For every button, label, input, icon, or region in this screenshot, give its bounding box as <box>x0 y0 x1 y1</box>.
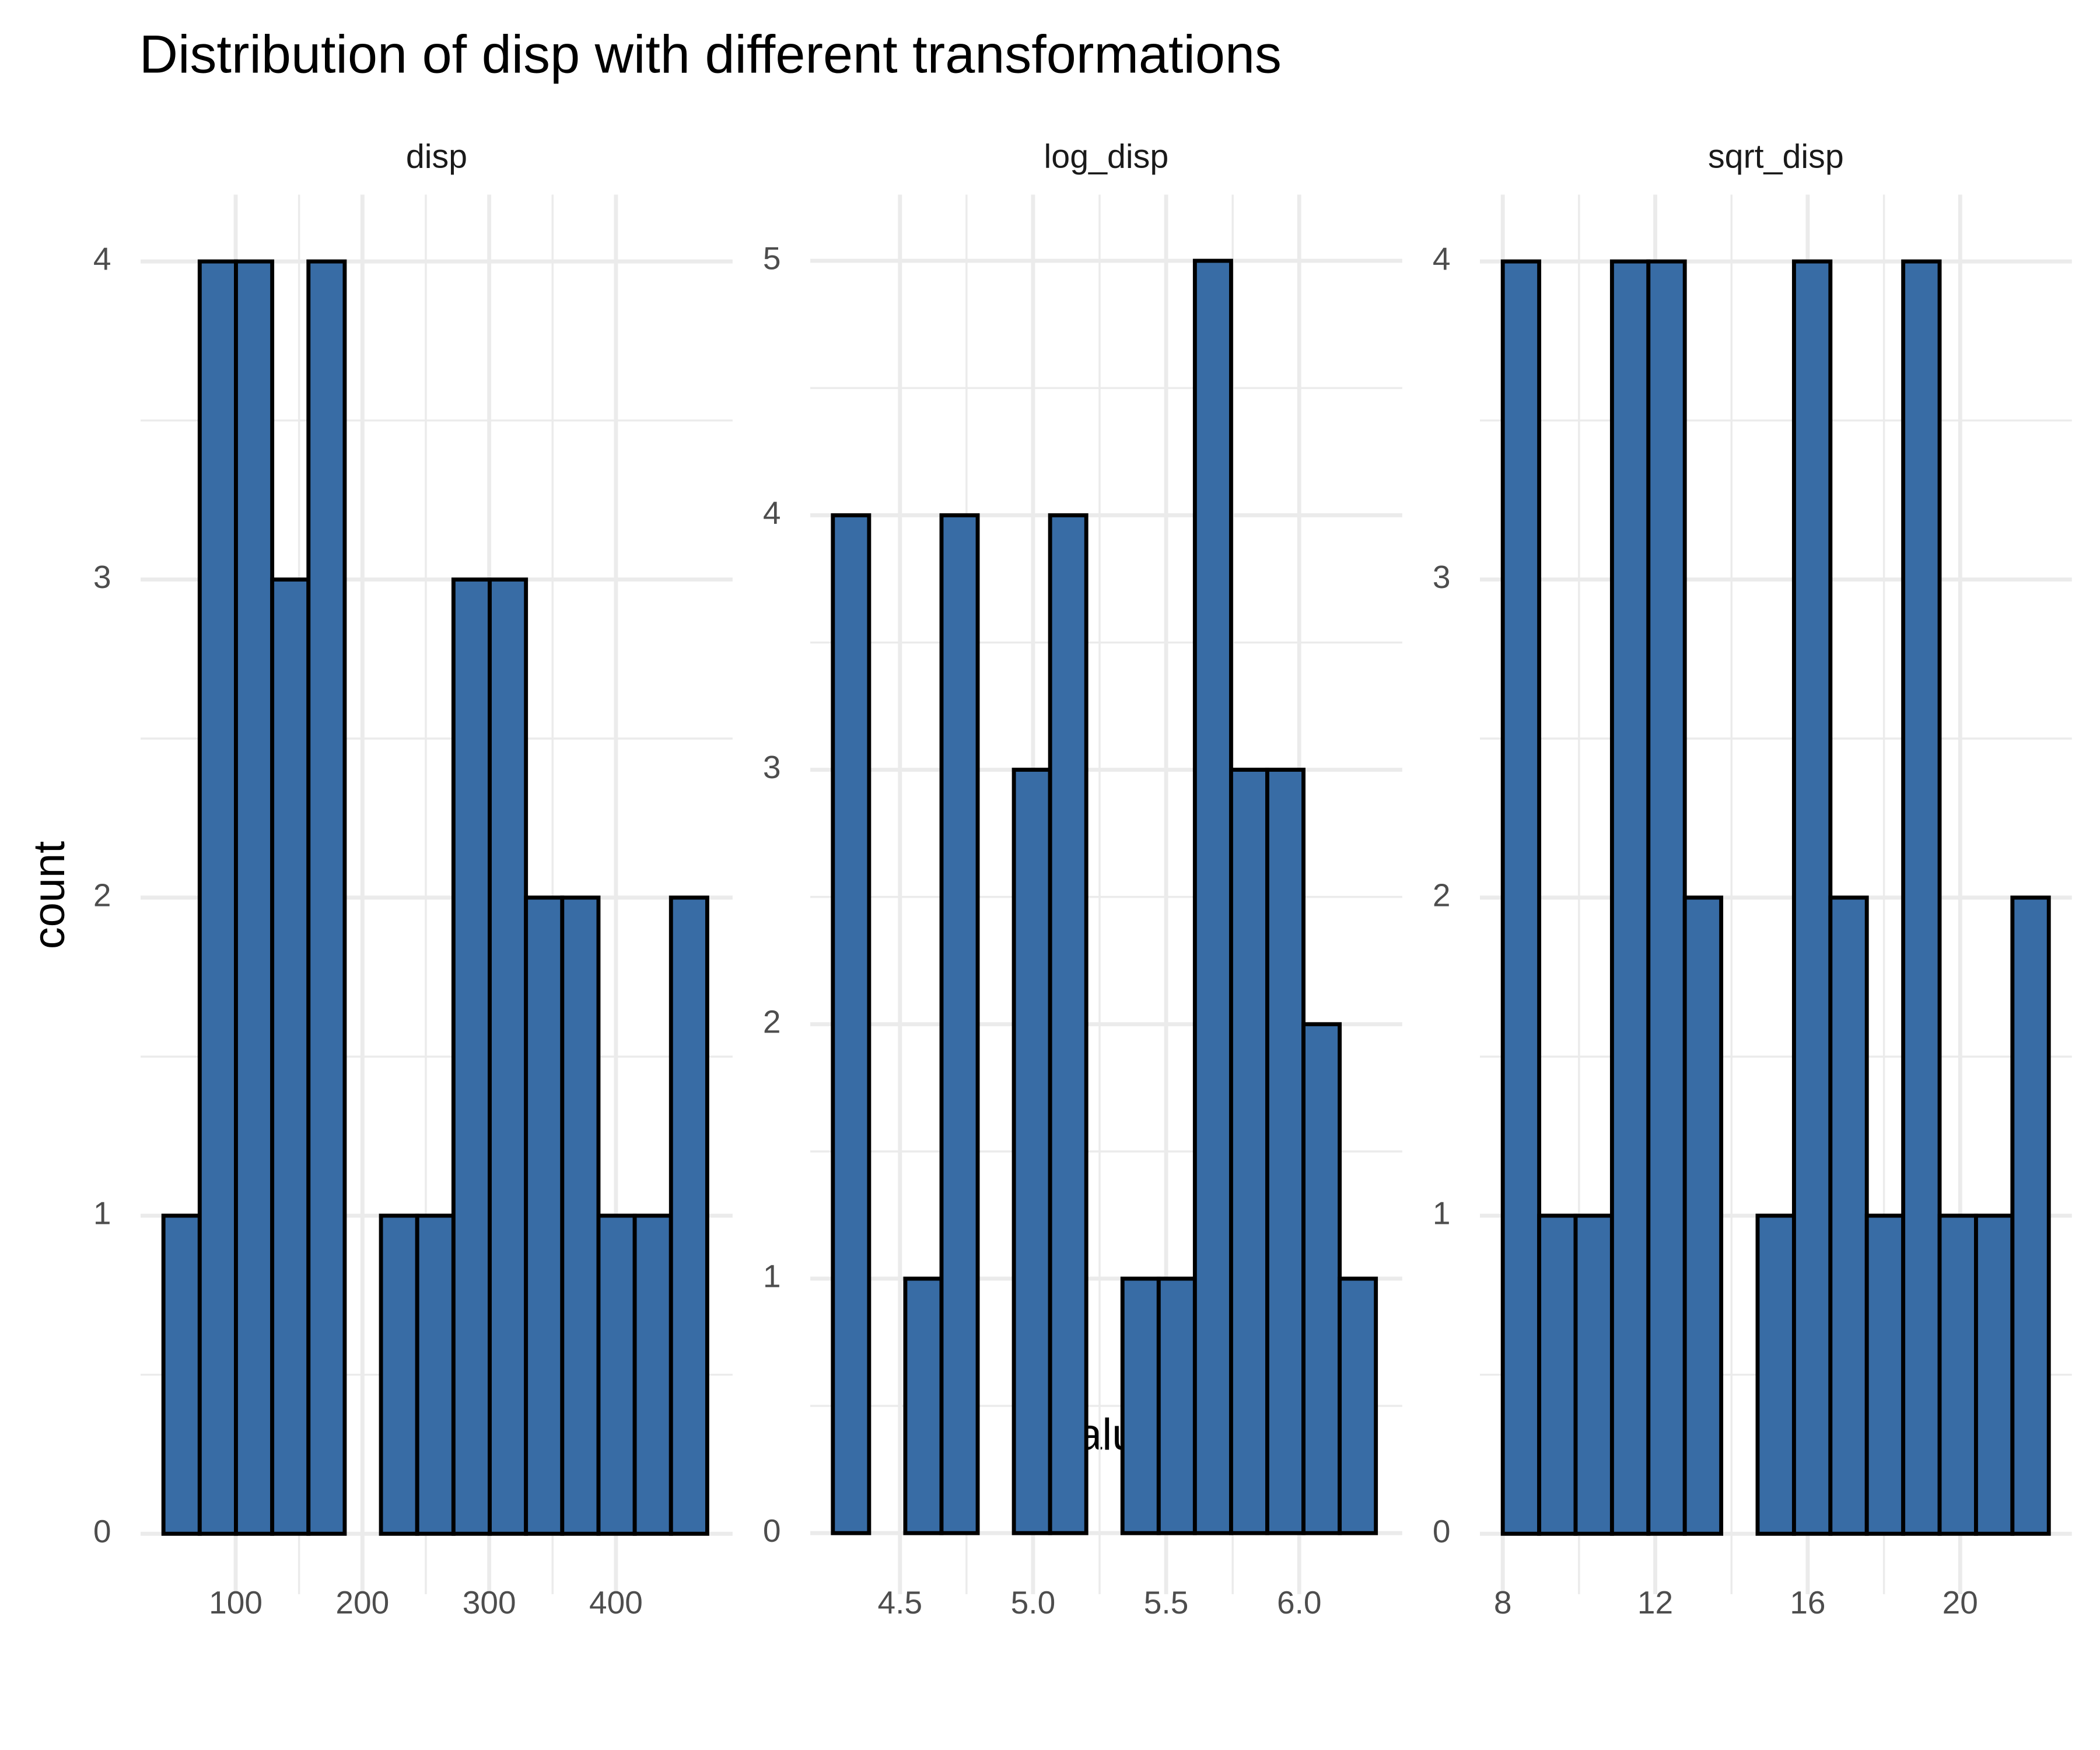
bar <box>939 513 980 1535</box>
bar <box>1937 1213 1978 1536</box>
bar <box>1573 1213 1614 1536</box>
x-tick-label: 300 <box>463 1584 516 1620</box>
bar <box>1609 259 1651 1536</box>
y-tick-label: 1 <box>1433 1195 1451 1231</box>
x-tick-label: 20 <box>1943 1584 1978 1620</box>
y-tick-label: 0 <box>93 1513 111 1549</box>
bar <box>1338 1276 1378 1535</box>
bar <box>668 895 709 1536</box>
bar <box>831 513 872 1535</box>
x-tick-label: 12 <box>1637 1584 1673 1620</box>
y-tick-label: 4 <box>93 241 111 277</box>
bar <box>1537 1213 1578 1536</box>
bar <box>197 259 238 1536</box>
bar <box>1791 259 1833 1536</box>
bar <box>1828 895 1869 1536</box>
bar <box>161 1213 202 1536</box>
bar <box>1901 259 1942 1536</box>
bar <box>451 578 492 1536</box>
bar <box>1228 768 1269 1535</box>
bar <box>1120 1276 1161 1535</box>
bar <box>1974 1213 2015 1536</box>
y-tick-label: 2 <box>93 877 111 913</box>
bar <box>524 895 565 1536</box>
y-tick-label: 4 <box>1433 241 1451 277</box>
chart-title: Distribution of disp with different tran… <box>139 25 1282 85</box>
x-tick-label: 200 <box>335 1584 389 1620</box>
x-tick-label: 100 <box>209 1584 262 1620</box>
y-axis-title: count <box>24 841 74 949</box>
bar <box>2010 895 2051 1536</box>
bar <box>1265 768 1306 1535</box>
bar <box>1192 258 1233 1535</box>
bar <box>1500 259 1542 1536</box>
y-tick-label: 0 <box>1433 1513 1451 1549</box>
bar <box>903 1276 944 1535</box>
y-tick-label: 2 <box>1433 877 1451 913</box>
bar <box>1682 895 1724 1536</box>
y-tick-label: 3 <box>1433 559 1451 595</box>
y-tick-label: 1 <box>763 1258 781 1294</box>
y-tick-label: 5 <box>763 240 781 276</box>
x-tick-label: 400 <box>589 1584 643 1620</box>
bar <box>270 578 311 1536</box>
facet-title: disp <box>406 138 467 176</box>
facet-title: sqrt_disp <box>1708 138 1844 176</box>
bar <box>1048 513 1088 1535</box>
bar <box>1012 768 1052 1535</box>
bar <box>632 1213 673 1536</box>
x-tick-label: 5.5 <box>1144 1584 1189 1620</box>
bar <box>1301 1022 1342 1535</box>
y-tick-label: 2 <box>763 1003 781 1040</box>
y-tick-label: 3 <box>763 749 781 785</box>
x-tick-label: 8 <box>1494 1584 1512 1620</box>
x-tick-label: 16 <box>1790 1584 1825 1620</box>
y-tick-label: 0 <box>763 1513 781 1549</box>
bar <box>234 259 275 1536</box>
facet-title: log_disp <box>1044 138 1169 176</box>
x-tick-label: 4.5 <box>878 1584 923 1620</box>
y-tick-label: 1 <box>93 1195 111 1231</box>
bar <box>1646 259 1687 1536</box>
bar <box>1755 1213 1796 1536</box>
bar <box>379 1213 419 1536</box>
bar <box>596 1213 637 1536</box>
bar <box>488 578 528 1536</box>
y-tick-label: 3 <box>93 559 111 595</box>
bar <box>560 895 601 1536</box>
x-tick-label: 6.0 <box>1277 1584 1322 1620</box>
bar <box>1156 1276 1197 1535</box>
y-tick-label: 4 <box>763 495 781 531</box>
bar <box>415 1213 456 1536</box>
bar <box>306 259 347 1536</box>
bar <box>1864 1213 1906 1536</box>
x-tick-label: 5.0 <box>1011 1584 1056 1620</box>
